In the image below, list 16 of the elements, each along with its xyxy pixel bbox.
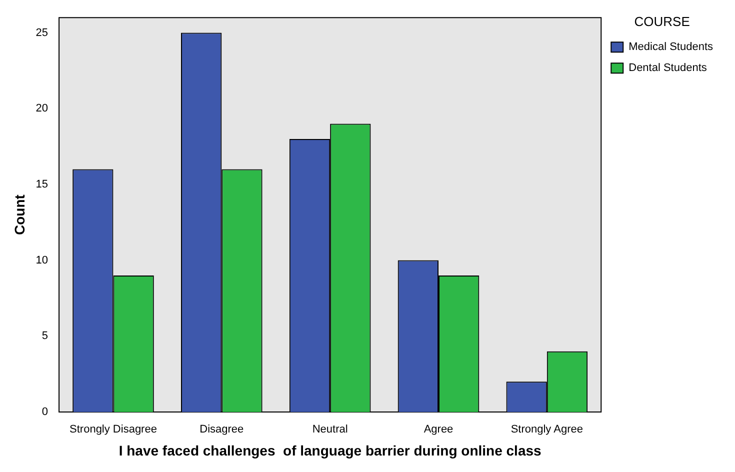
y-tick-label: 5 xyxy=(42,330,48,342)
x-tick-label: Neutral xyxy=(312,424,348,436)
y-axis-title: Count xyxy=(11,194,28,236)
legend-label: Dental Students xyxy=(628,62,708,74)
x-tick-label: Agree xyxy=(424,424,454,436)
legend-title: COURSE xyxy=(634,14,690,30)
y-tick-label: 15 xyxy=(36,178,48,190)
legend-label: Medical Students xyxy=(628,41,714,54)
y-tick-label: 10 xyxy=(36,254,48,266)
x-tick-label: Strongly Agree xyxy=(510,424,583,436)
x-tick-label: Disagree xyxy=(200,424,244,436)
y-tick-label: 0 xyxy=(42,406,48,418)
x-axis-title: I have faced challenges of language barrier during online class xyxy=(118,442,542,458)
y-tick-label: 25 xyxy=(36,26,48,39)
y-tick-label: 20 xyxy=(36,102,48,115)
x-tick-label: Strongly Disagree xyxy=(70,424,157,436)
